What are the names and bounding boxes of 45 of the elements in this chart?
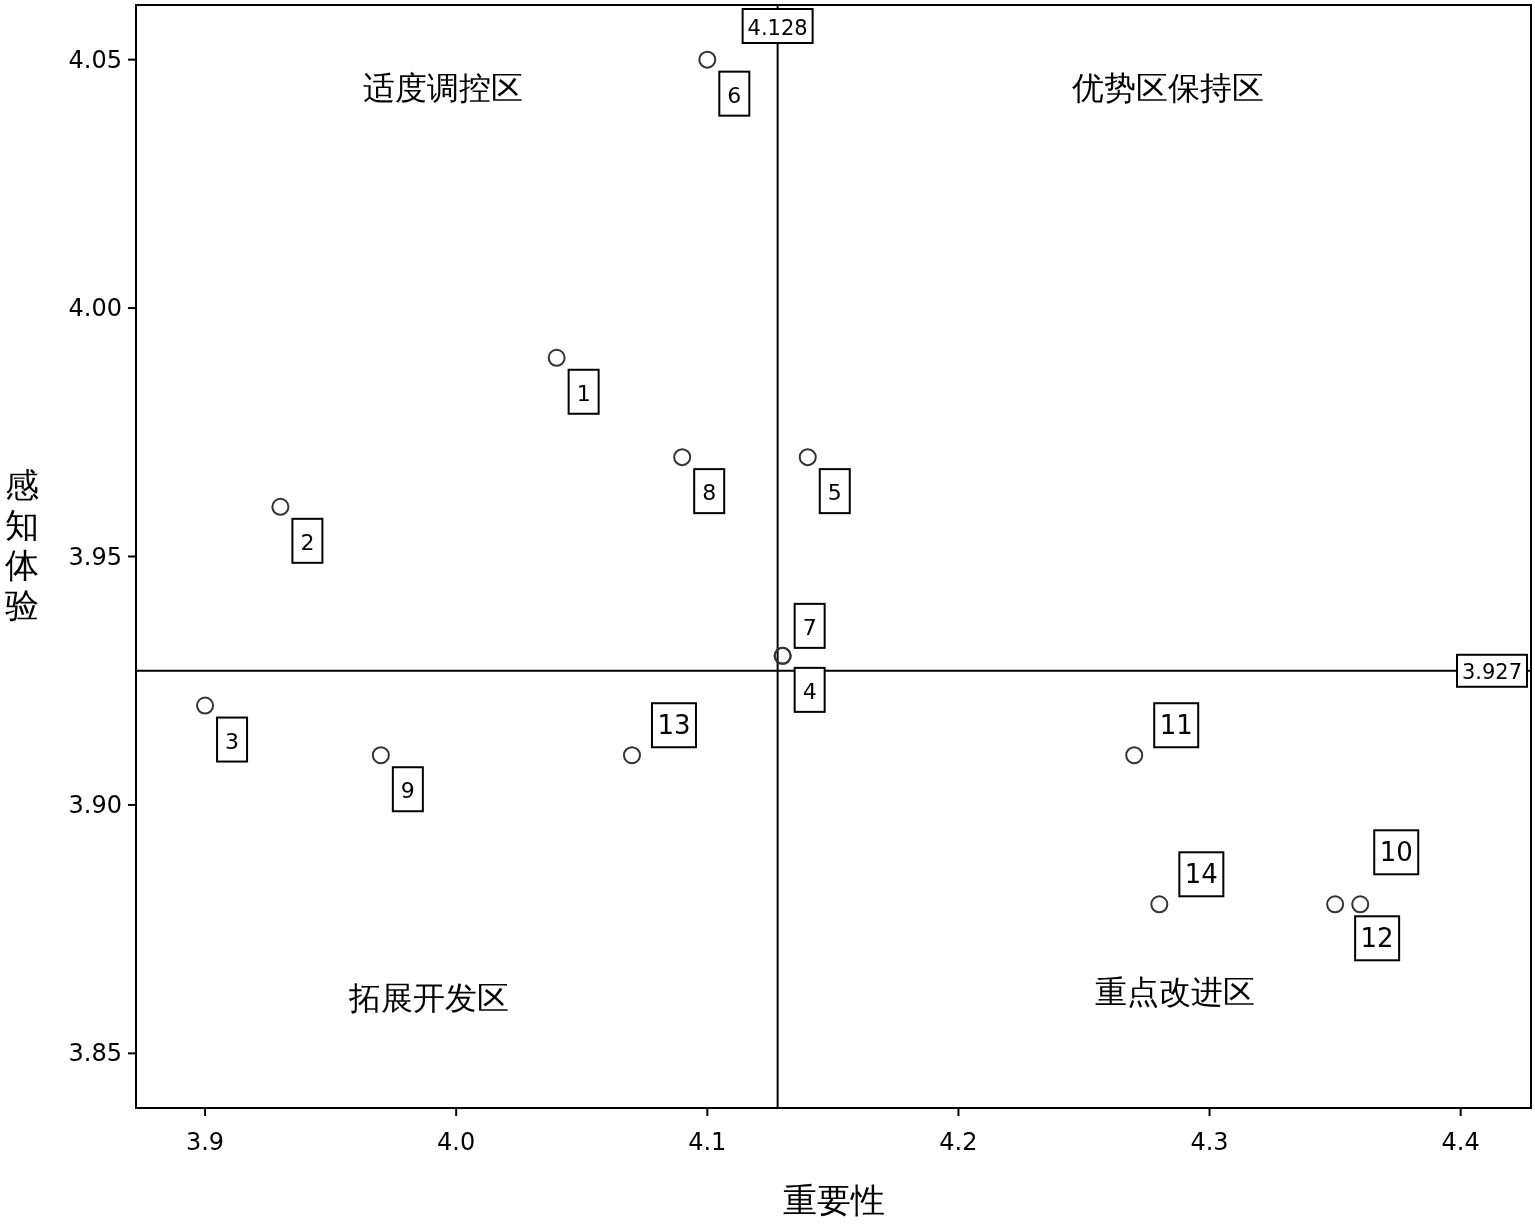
point	[271, 497, 290, 516]
point	[1351, 895, 1370, 914]
point	[1326, 895, 1345, 914]
annotation: 12	[1360, 923, 1394, 954]
point	[1150, 895, 1169, 914]
x-tick-label: 4.1	[688, 1128, 727, 1156]
annotation: 2	[300, 529, 315, 555]
annotation: 13	[657, 710, 691, 741]
y-tick-label: 4.05	[68, 45, 122, 74]
ref-line-label: 3.927	[1461, 659, 1523, 684]
x-axis-title: 重要性	[782, 1182, 885, 1219]
annotation: 优势区保持区	[1072, 69, 1265, 106]
y-tick-label: 3.85	[68, 1039, 122, 1068]
annotation: 8	[702, 480, 717, 506]
annotation: 14	[1184, 859, 1218, 890]
point	[698, 50, 717, 69]
y-axis-title: 感知体验	[5, 466, 39, 624]
x-tick-label: 4.2	[939, 1128, 978, 1156]
annotation: 11	[1159, 710, 1193, 741]
annotation: 拓展开发区	[347, 979, 509, 1016]
y-tick-label: 3.90	[68, 790, 122, 819]
annotation: 1	[576, 380, 591, 406]
ref-line-label: 4.128	[747, 16, 808, 40]
annotation: 10	[1379, 837, 1413, 868]
point	[622, 746, 641, 765]
x-tick-label: 4.3	[1190, 1128, 1229, 1156]
annotation: 9	[400, 778, 415, 804]
y-tick-label: 4.00	[68, 294, 122, 323]
point	[673, 448, 692, 467]
annotation: 7	[802, 614, 817, 640]
point	[547, 348, 566, 367]
x-tick-label: 4.0	[437, 1128, 476, 1156]
y-tick-label: 3.95	[68, 542, 122, 571]
annotation: 适度调控区	[362, 69, 523, 106]
annotation: 5	[827, 480, 842, 506]
annotation: 重点改进区	[1095, 974, 1256, 1011]
annotation: 6	[727, 82, 742, 108]
point	[1125, 746, 1144, 765]
annotation: 3	[225, 728, 240, 754]
x-tick-label: 3.9	[185, 1128, 225, 1156]
x-tick-label: 4.4	[1441, 1128, 1480, 1156]
point	[196, 696, 215, 715]
annotation: 4	[802, 678, 817, 704]
point	[371, 746, 390, 765]
point	[798, 448, 817, 467]
